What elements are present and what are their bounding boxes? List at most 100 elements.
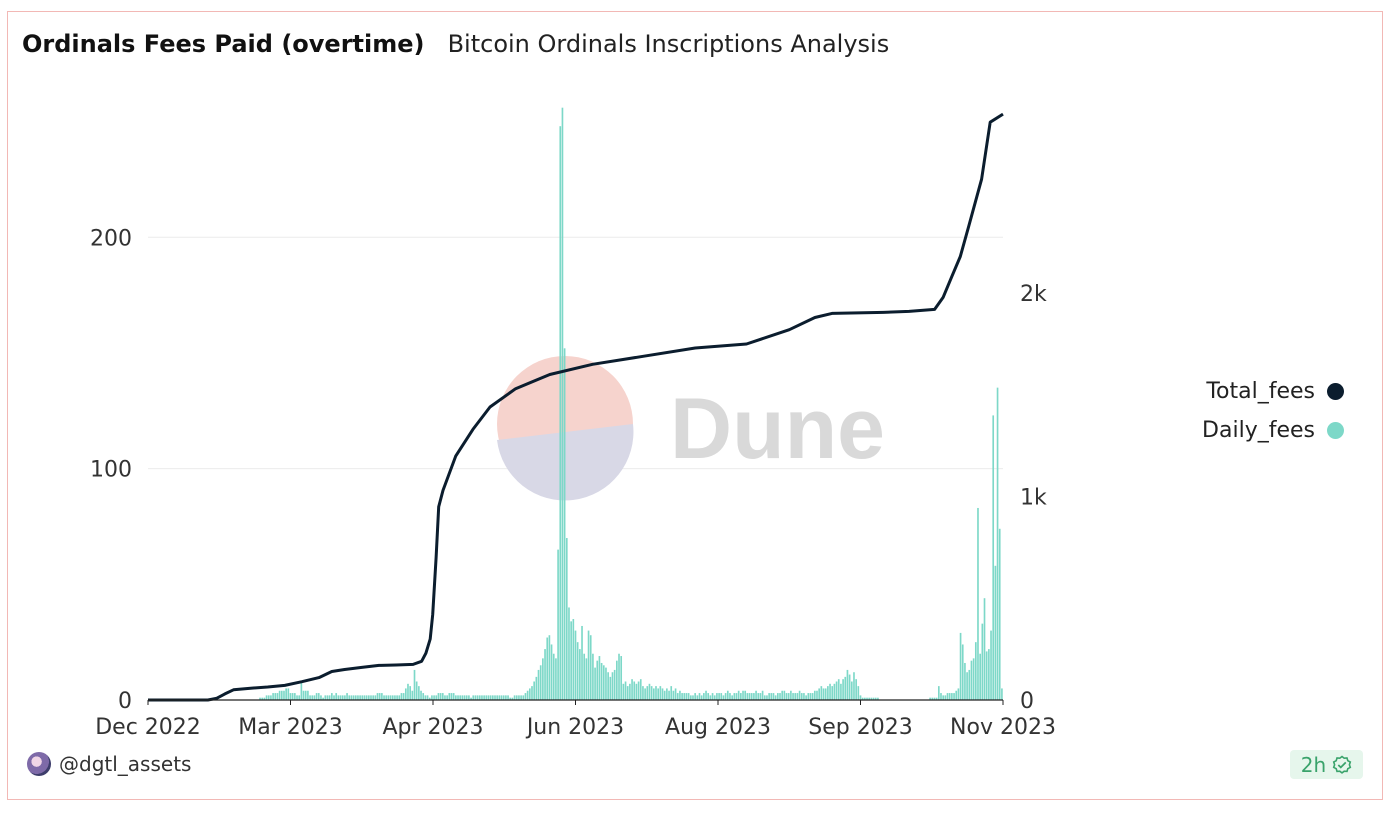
daily-fees-bar[interactable]	[378, 693, 381, 700]
daily-fees-bar[interactable]	[729, 693, 731, 700]
daily-fees-bar[interactable]	[502, 695, 505, 700]
daily-fees-bar[interactable]	[818, 688, 820, 700]
daily-fees-bar[interactable]	[672, 690, 675, 700]
daily-fees-bar[interactable]	[465, 695, 468, 700]
daily-fees-bar[interactable]	[992, 415, 995, 700]
daily-fees-bar[interactable]	[296, 695, 298, 700]
daily-fees-bar[interactable]	[709, 695, 712, 700]
daily-fees-bar[interactable]	[696, 695, 699, 700]
daily-fees-bar[interactable]	[953, 693, 955, 700]
daily-fees-bar[interactable]	[661, 688, 664, 700]
daily-fees-bar[interactable]	[692, 695, 694, 700]
daily-fees-bar[interactable]	[287, 688, 290, 700]
daily-fees-bar[interactable]	[944, 695, 947, 700]
daily-fees-bar[interactable]	[755, 690, 757, 700]
daily-fees-bar[interactable]	[309, 695, 311, 700]
daily-fees-bar[interactable]	[494, 695, 496, 700]
daily-fees-bar[interactable]	[381, 693, 383, 700]
daily-fees-bar[interactable]	[372, 695, 374, 700]
daily-fees-bar[interactable]	[777, 693, 779, 700]
daily-fees-bar[interactable]	[431, 695, 433, 700]
daily-fees-bar[interactable]	[650, 686, 653, 700]
daily-fees-bar[interactable]	[859, 695, 862, 700]
daily-fees-bar[interactable]	[781, 690, 784, 700]
daily-fees-bar[interactable]	[576, 642, 579, 700]
daily-fees-bar[interactable]	[853, 672, 855, 700]
daily-fees-bar[interactable]	[370, 695, 372, 700]
daily-fees-bar[interactable]	[840, 683, 842, 700]
daily-fees-bar[interactable]	[459, 695, 462, 700]
daily-fees-bar[interactable]	[783, 690, 786, 700]
daily-fees-bar[interactable]	[857, 686, 860, 700]
daily-fees-bar[interactable]	[733, 693, 736, 700]
daily-fees-bar[interactable]	[335, 693, 338, 700]
daily-fees-bar[interactable]	[929, 697, 931, 700]
daily-fees-bar[interactable]	[420, 690, 422, 700]
daily-fees-bar[interactable]	[951, 693, 953, 700]
daily-fees-bar[interactable]	[687, 693, 690, 700]
daily-fees-bar[interactable]	[620, 656, 623, 700]
daily-fees-bar[interactable]	[568, 607, 570, 700]
daily-fees-bar[interactable]	[367, 695, 370, 700]
daily-fees-bar[interactable]	[317, 693, 320, 700]
daily-fees-bar[interactable]	[487, 695, 490, 700]
daily-fees-bar[interactable]	[585, 658, 588, 700]
daily-fees-bar[interactable]	[737, 690, 740, 700]
daily-fees-bar[interactable]	[513, 695, 516, 700]
daily-fees-bar[interactable]	[535, 676, 538, 700]
daily-fees-bar[interactable]	[389, 695, 392, 700]
daily-fees-bar[interactable]	[820, 686, 823, 700]
daily-fees-bar[interactable]	[298, 695, 301, 700]
daily-fees-bar[interactable]	[311, 695, 314, 700]
daily-fees-bar[interactable]	[470, 697, 472, 700]
daily-fees-bar[interactable]	[779, 693, 781, 700]
daily-fees-bar[interactable]	[559, 126, 562, 701]
daily-fees-bar[interactable]	[809, 693, 812, 700]
daily-fees-bar[interactable]	[542, 658, 544, 700]
daily-fees-bar[interactable]	[357, 695, 359, 700]
daily-fees-bar[interactable]	[787, 693, 790, 700]
daily-fees-bar[interactable]	[759, 693, 762, 700]
daily-fees-bar[interactable]	[1001, 688, 1003, 700]
daily-fees-bar[interactable]	[981, 623, 984, 700]
daily-fees-bar[interactable]	[402, 693, 405, 700]
daily-fees-bar[interactable]	[522, 695, 525, 700]
daily-fees-bar[interactable]	[322, 697, 324, 700]
daily-fees-bar[interactable]	[735, 693, 738, 700]
legend-item-total-fees[interactable]: Total_fees	[1202, 372, 1344, 411]
daily-fees-bar[interactable]	[328, 695, 331, 700]
daily-fees-bar[interactable]	[581, 625, 583, 700]
daily-fees-bar[interactable]	[531, 686, 533, 700]
daily-fees-bar[interactable]	[974, 642, 977, 700]
daily-fees-bar[interactable]	[267, 695, 270, 700]
daily-fees-bar[interactable]	[339, 695, 342, 700]
daily-fees-bar[interactable]	[274, 693, 277, 700]
daily-fees-bar[interactable]	[607, 672, 609, 700]
daily-fees-bar[interactable]	[509, 697, 512, 700]
daily-fees-bar[interactable]	[722, 695, 725, 700]
daily-fees-bar[interactable]	[877, 697, 879, 700]
daily-fees-bar[interactable]	[961, 644, 964, 700]
daily-fees-bar[interactable]	[948, 693, 951, 700]
daily-fees-bar[interactable]	[605, 667, 607, 700]
daily-fees-bar[interactable]	[552, 653, 555, 700]
daily-fees-bar[interactable]	[616, 660, 618, 700]
daily-fees-bar[interactable]	[461, 695, 464, 700]
daily-fees-bar[interactable]	[261, 697, 264, 700]
daily-fees-bar[interactable]	[476, 695, 479, 700]
daily-fees-bar[interactable]	[831, 686, 834, 700]
daily-fees-bar[interactable]	[354, 695, 357, 700]
daily-fees-bar[interactable]	[740, 693, 742, 700]
daily-fees-bar[interactable]	[679, 690, 681, 700]
daily-fees-bar[interactable]	[572, 619, 575, 700]
daily-fees-bar[interactable]	[674, 688, 677, 700]
daily-fees-bar[interactable]	[700, 695, 703, 700]
daily-fees-bar[interactable]	[631, 679, 633, 700]
daily-fees-bar[interactable]	[707, 693, 710, 700]
daily-fees-bar[interactable]	[374, 695, 377, 700]
daily-fees-bar[interactable]	[622, 683, 625, 700]
daily-fees-bar[interactable]	[822, 688, 825, 700]
daily-fees-bar[interactable]	[726, 690, 729, 700]
daily-fees-bar[interactable]	[774, 695, 777, 700]
daily-fees-bar[interactable]	[761, 690, 764, 700]
